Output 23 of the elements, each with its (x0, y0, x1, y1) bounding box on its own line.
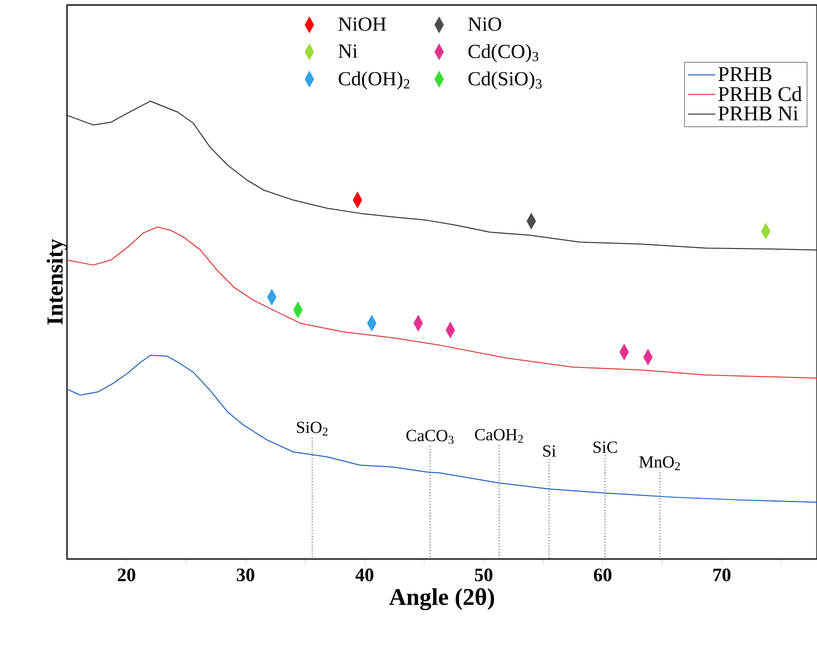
x-tick-label: 60 (594, 568, 612, 582)
annotation: CaOH$_{2}$ (474, 428, 523, 443)
legend-label: Cd(CO)$_{3}$ (468, 44, 538, 62)
x-tick-label: 20 (118, 568, 136, 582)
y-axis-title: Intensity (46, 238, 68, 325)
x-tick-label: 50 (474, 568, 492, 582)
legend-label: PRHB Ni (718, 106, 798, 120)
legend-label: NiOH (338, 17, 386, 31)
legend-label: PRHB Cd (718, 86, 802, 102)
legend-label: NiO (468, 17, 502, 31)
x-axis-title: Angle (2θ) (389, 588, 494, 610)
legend-label: Cd(SiO)$_{3}$ (468, 71, 542, 90)
legend-label: PRHB (718, 67, 772, 82)
annotation: SiO$_{2}$ (296, 422, 328, 436)
legend-label: Cd(OH)$_{2}$ (338, 71, 410, 90)
x-tick-label: 70 (713, 568, 730, 582)
x-tick-label: 30 (236, 568, 254, 582)
annotation: Si (543, 445, 556, 457)
annotation: CaCO$_{3}$ (406, 430, 454, 444)
annotation: MnO$_{2}$ (639, 456, 680, 470)
legend-label: Ni (338, 44, 358, 58)
x-tick-label: 40 (355, 568, 374, 582)
annotation: SiC (594, 441, 617, 453)
